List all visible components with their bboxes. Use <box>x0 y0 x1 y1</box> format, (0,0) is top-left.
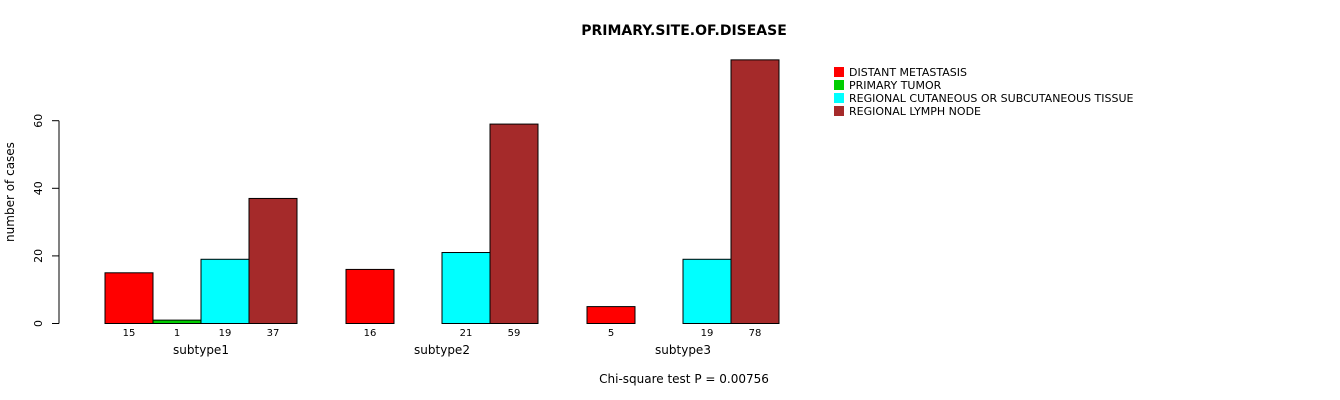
y-tick-label: 60 <box>32 114 45 128</box>
data-label: 59 <box>508 328 521 339</box>
bar-subtype1-3 <box>248 197 298 324</box>
bars-group <box>104 59 780 325</box>
y-axis-label: number of cases <box>3 142 17 242</box>
legend-swatch <box>834 106 844 116</box>
bar-subtype2-2 <box>441 252 491 325</box>
legend-label: REGIONAL LYMPH NODE <box>849 105 981 118</box>
bar-subtype3-3 <box>730 59 780 325</box>
bar-subtype1-2 <box>200 258 250 324</box>
bar-subtype1-1 <box>152 319 202 324</box>
group-label-subtype1: subtype1 <box>173 343 229 357</box>
y-tick-label: 20 <box>32 249 45 263</box>
data-labels-group: 15 1 19 37 16 21 59 5 19 78 <box>123 328 762 339</box>
legend-swatch <box>834 67 844 77</box>
data-label: 1 <box>174 328 180 339</box>
data-label: 15 <box>123 328 136 339</box>
y-axis: 0 20 40 60 <box>32 114 60 327</box>
data-label: 37 <box>267 328 280 339</box>
data-label: 21 <box>460 328 473 339</box>
legend-swatch <box>834 80 844 90</box>
bar-subtype3-2 <box>682 258 732 324</box>
bar-subtype1-0 <box>104 272 154 324</box>
bar-subtype2-0 <box>345 268 395 325</box>
data-label: 78 <box>749 328 762 339</box>
bar-subtype2-3 <box>489 123 539 324</box>
data-label: 19 <box>701 328 714 339</box>
legend-label: DISTANT METASTASIS <box>849 66 967 79</box>
chart-title: PRIMARY.SITE.OF.DISEASE <box>581 23 787 39</box>
legend-label: REGIONAL CUTANEOUS OR SUBCUTANEOUS TISSU… <box>849 92 1134 105</box>
chi-square-footnote: Chi-square test P = 0.00756 <box>599 372 769 386</box>
y-tick-label: 0 <box>32 320 45 327</box>
legend-swatch <box>834 93 844 103</box>
data-label: 5 <box>608 328 614 339</box>
group-labels-group: subtype1 subtype2 subtype3 <box>173 343 711 357</box>
legend-label: PRIMARY TUMOR <box>849 79 942 92</box>
bar-subtype3-0 <box>586 306 636 325</box>
group-label-subtype3: subtype3 <box>655 343 711 357</box>
data-label: 16 <box>364 328 377 339</box>
group-label-subtype2: subtype2 <box>414 343 470 357</box>
data-label: 19 <box>219 328 232 339</box>
y-tick-label: 40 <box>32 181 45 195</box>
